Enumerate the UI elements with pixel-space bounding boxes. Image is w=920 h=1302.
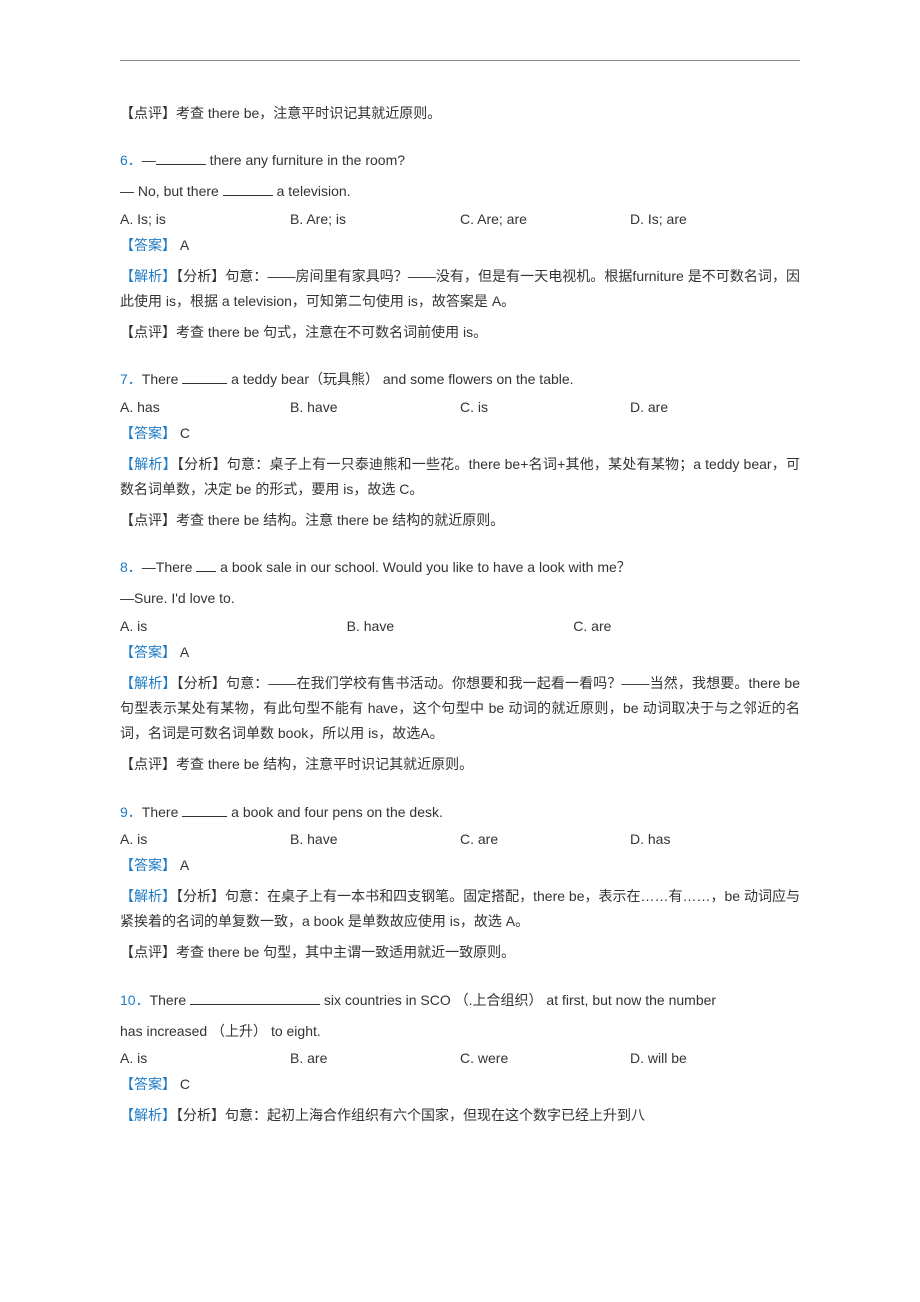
answer-value: A <box>176 237 189 253</box>
blank <box>182 369 227 384</box>
answer-line: 【答案】 C <box>120 421 800 446</box>
answer-value: C <box>176 425 190 441</box>
options-row: A. has B. have C. is D. are <box>120 399 800 415</box>
question-stem-line: 8．—There a book sale in our school. Woul… <box>120 555 800 580</box>
stem-text: six countries in SCO （.上合组织） at first, b… <box>320 992 716 1008</box>
question-stem-line: has increased （上升） to eight. <box>120 1019 800 1044</box>
question-8: 8．—There a book sale in our school. Woul… <box>120 555 800 777</box>
analysis-body: 【分析】句意：在桌子上有一本书和四支钢笔。固定搭配，there be，表示在……… <box>120 888 800 929</box>
answer-line: 【答案】 A <box>120 853 800 878</box>
stem-text: There <box>150 992 190 1008</box>
option-a: A. has <box>120 399 290 415</box>
option-c: C. are <box>460 831 630 847</box>
question-stem-line: 9．There a book and four pens on the desk… <box>120 800 800 825</box>
comment-line: 【点评】考查 there be 句型，其中主谓一致适用就近一致原则。 <box>120 940 800 965</box>
question-10: 10．There six countries in SCO （.上合组织） at… <box>120 988 800 1129</box>
blank <box>190 990 320 1005</box>
option-a: A. is <box>120 618 347 634</box>
answer-label: 【答案】 <box>120 1076 176 1092</box>
answer-line: 【答案】 C <box>120 1072 800 1097</box>
pre-comment-block: 【点评】考查 there be，注意平时识记其就近原则。 <box>120 101 800 126</box>
comment-line: 【点评】考查 there be 句式，注意在不可数名词前使用 is。 <box>120 320 800 345</box>
analysis-label: 【解析】 <box>120 888 176 904</box>
analysis-line: 【解析】【分析】句意：——房间里有家具吗？——没有，但是有一天电视机。根据fur… <box>120 264 800 314</box>
options-row: A. is B. have C. are <box>120 618 800 634</box>
option-a: A. is <box>120 1050 290 1066</box>
stem-text: a teddy bear（玩具熊） and some flowers on th… <box>227 371 573 387</box>
stem-text: a book sale in our school. Would you lik… <box>216 559 631 575</box>
option-b: B. are <box>290 1050 460 1066</box>
option-b: B. have <box>290 399 460 415</box>
question-number: 6． <box>120 152 142 168</box>
option-c: C. are <box>573 618 800 634</box>
answer-value: A <box>176 857 189 873</box>
comment-line: 【点评】考查 there be 结构，注意平时识记其就近原则。 <box>120 752 800 777</box>
answer-label: 【答案】 <box>120 857 176 873</box>
answer-label: 【答案】 <box>120 644 176 660</box>
option-b: B. Are; is <box>290 211 460 227</box>
stem-text: There <box>142 804 182 820</box>
option-b: B. have <box>347 618 574 634</box>
comment-line: 【点评】考查 there be 结构。注意 there be 结构的就近原则。 <box>120 508 800 533</box>
question-9: 9．There a book and four pens on the desk… <box>120 800 800 966</box>
blank <box>196 557 216 572</box>
document-page: 【点评】考查 there be，注意平时识记其就近原则。 6．— there a… <box>0 0 920 1194</box>
blank <box>223 181 273 196</box>
option-d: D. has <box>630 831 800 847</box>
analysis-line: 【解析】【分析】句意：起初上海合作组织有六个国家，但现在这个数字已经上升到八 <box>120 1103 800 1128</box>
analysis-body: 【分析】句意：——在我们学校有售书活动。你想要和我一起看一看吗？——当然，我想要… <box>120 675 800 741</box>
option-d: D. Is; are <box>630 211 800 227</box>
question-stem-line: —Sure. I'd love to. <box>120 586 800 611</box>
blank <box>182 802 227 817</box>
answer-value: C <box>176 1076 190 1092</box>
option-a: A. Is; is <box>120 211 290 227</box>
analysis-label: 【解析】 <box>120 675 177 691</box>
stem-text: —There <box>142 559 196 575</box>
pre-comment: 【点评】考查 there be，注意平时识记其就近原则。 <box>120 101 800 126</box>
analysis-label: 【解析】 <box>120 1107 176 1123</box>
analysis-body: 【分析】句意：——房间里有家具吗？——没有，但是有一天电视机。根据furnitu… <box>120 268 800 309</box>
analysis-label: 【解析】 <box>120 268 176 284</box>
options-row: A. Is; is B. Are; is C. Are; are D. Is; … <box>120 211 800 227</box>
answer-line: 【答案】 A <box>120 233 800 258</box>
option-b: B. have <box>290 831 460 847</box>
stem-text: — No, but there <box>120 183 223 199</box>
analysis-line: 【解析】【分析】句意：——在我们学校有售书活动。你想要和我一起看一看吗？——当然… <box>120 671 800 747</box>
blank <box>156 150 206 165</box>
question-number: 10． <box>120 992 150 1008</box>
option-a: A. is <box>120 831 290 847</box>
option-c: C. were <box>460 1050 630 1066</box>
question-6: 6．— there any furniture in the room? — N… <box>120 148 800 345</box>
header-rule <box>120 60 800 61</box>
answer-line: 【答案】 A <box>120 640 800 665</box>
question-stem-line: — No, but there a television. <box>120 179 800 204</box>
option-d: D. are <box>630 399 800 415</box>
question-stem-line: 10．There six countries in SCO （.上合组织） at… <box>120 988 800 1013</box>
answer-label: 【答案】 <box>120 237 176 253</box>
question-7: 7．There a teddy bear（玩具熊） and some flowe… <box>120 367 800 533</box>
stem-text: — <box>142 152 156 168</box>
analysis-body: 【分析】句意：桌子上有一只泰迪熊和一些花。there be+名词+其他，某处有某… <box>120 456 800 497</box>
options-row: A. is B. are C. were D. will be <box>120 1050 800 1066</box>
stem-text: there any furniture in the room? <box>206 152 405 168</box>
analysis-line: 【解析】【分析】句意：在桌子上有一本书和四支钢笔。固定搭配，there be，表… <box>120 884 800 934</box>
analysis-label: 【解析】 <box>120 456 177 472</box>
stem-text: a television. <box>273 183 351 199</box>
stem-text: a book and four pens on the desk. <box>227 804 443 820</box>
question-number: 9． <box>120 804 142 820</box>
question-number: 8． <box>120 559 142 575</box>
question-number: 7． <box>120 371 142 387</box>
options-row: A. is B. have C. are D. has <box>120 831 800 847</box>
analysis-line: 【解析】【分析】句意：桌子上有一只泰迪熊和一些花。there be+名词+其他，… <box>120 452 800 502</box>
question-stem-line: 6．— there any furniture in the room? <box>120 148 800 173</box>
option-c: C. is <box>460 399 630 415</box>
option-d: D. will be <box>630 1050 800 1066</box>
analysis-body: 【分析】句意：起初上海合作组织有六个国家，但现在这个数字已经上升到八 <box>176 1107 645 1123</box>
question-stem-line: 7．There a teddy bear（玩具熊） and some flowe… <box>120 367 800 392</box>
answer-value: A <box>176 644 189 660</box>
answer-label: 【答案】 <box>120 425 176 441</box>
stem-text: There <box>142 371 182 387</box>
option-c: C. Are; are <box>460 211 630 227</box>
